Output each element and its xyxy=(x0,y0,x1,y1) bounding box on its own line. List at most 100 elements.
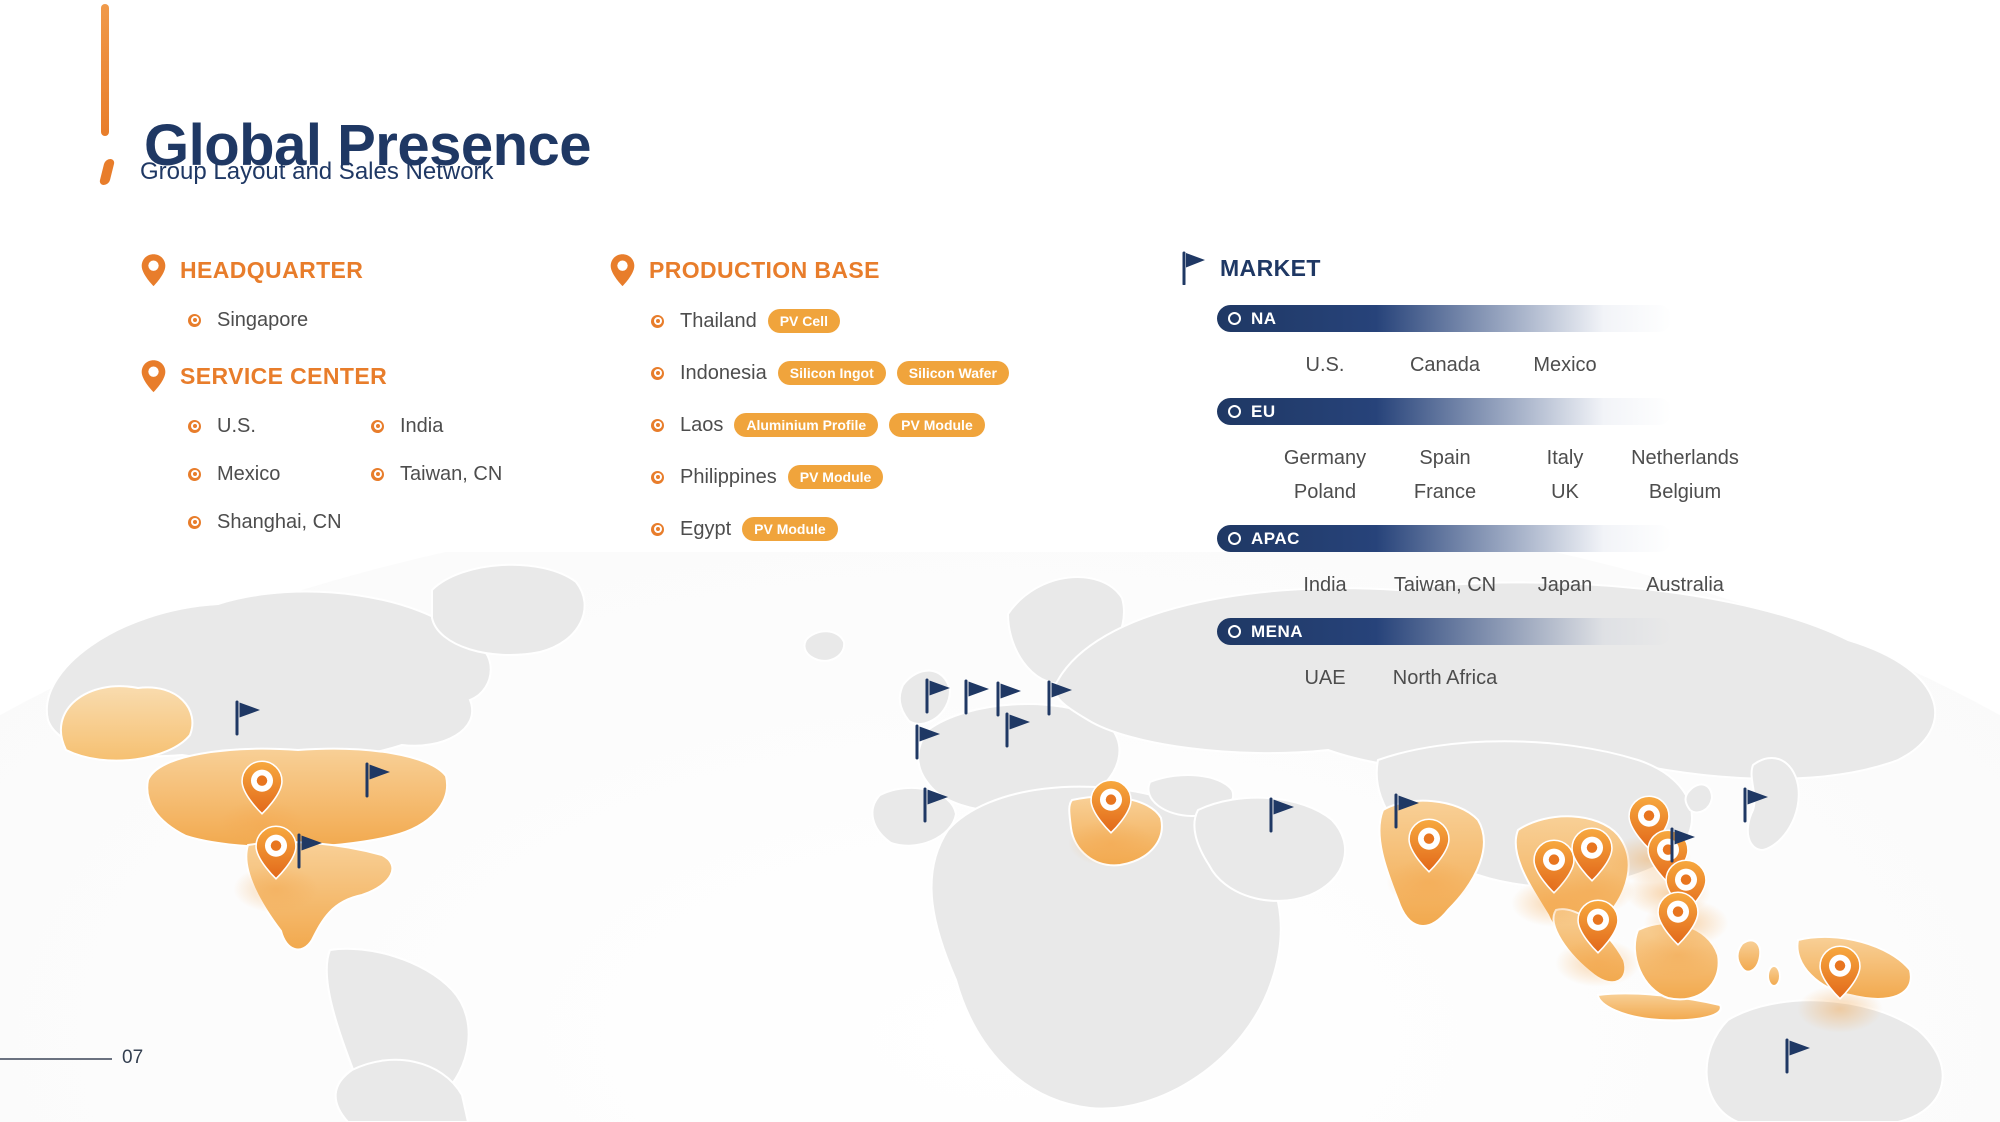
section-production-base: PRODUCTION BASE Thailand PV Cell Indones… xyxy=(609,252,1009,564)
market-region-na: NA U.S. Canada Mexico xyxy=(1181,305,1745,382)
bullet-icon xyxy=(371,419,384,433)
region-bar: EU xyxy=(1217,398,1672,425)
continent-africa xyxy=(930,785,1282,1110)
section-title: SERVICE CENTER xyxy=(180,362,388,389)
item-label: Laos xyxy=(680,413,724,436)
list-item: Indonesia Silicon Ingot Silicon Wafer xyxy=(651,356,1009,390)
page-number-rule xyxy=(0,1058,112,1060)
bullet-icon xyxy=(188,313,201,327)
subtitle-row: Group Layout and Sales Network xyxy=(98,158,494,186)
country: U.S. xyxy=(1305,353,1345,376)
region-bar: NA xyxy=(1217,305,1672,332)
island-iceland xyxy=(803,630,846,662)
market-region-eu: EU Germany Spain Italy Netherlands Polan… xyxy=(1181,398,1745,509)
region-bar: MENA xyxy=(1217,618,1672,645)
country: Spain xyxy=(1419,446,1471,469)
market-region-mena: MENA UAE North Africa xyxy=(1181,618,1745,695)
item-label: Shanghai, CN xyxy=(217,510,342,533)
product-tag: Silicon Wafer xyxy=(896,361,1009,385)
ring-dot-icon xyxy=(1228,312,1241,325)
product-tag: Silicon Ingot xyxy=(777,361,886,385)
product-tag: PV Module xyxy=(742,517,838,541)
region-countries: Poland France UK Belgium xyxy=(1217,475,1745,509)
item-label: U.S. xyxy=(217,414,256,437)
bullet-icon xyxy=(651,470,664,484)
region-label: NA xyxy=(1251,308,1277,328)
island-taiwan xyxy=(1660,838,1680,870)
section-title: HEADQUARTER xyxy=(180,256,364,283)
subtitle-accent-mark xyxy=(98,159,116,185)
item-label: Mexico xyxy=(217,462,281,485)
section-title: PRODUCTION BASE xyxy=(649,256,880,283)
section-header: HEADQUARTER xyxy=(140,252,363,288)
service-center-col1: U.S. Mexico Shanghai, CN xyxy=(188,410,387,538)
region-countries: India Taiwan, CN Japan Australia xyxy=(1217,568,1745,602)
location-pin-icon xyxy=(141,359,166,392)
country: UAE xyxy=(1304,666,1346,689)
island-java xyxy=(1596,992,1722,1022)
section-header: MARKET xyxy=(1181,250,1745,286)
list-item: Laos Aluminium Profile PV Module xyxy=(651,408,1009,442)
island-sulawesi xyxy=(1736,939,1762,973)
item-label: Philippines xyxy=(680,465,777,488)
section-service-center: SERVICE CENTER U.S. Mexico Shanghai, CN xyxy=(140,358,502,554)
island-maluku xyxy=(1767,965,1781,987)
item-label: Indonesia xyxy=(680,361,767,384)
page-number: 07 xyxy=(122,1047,144,1068)
country: Italy xyxy=(1546,446,1584,469)
region-bar: APAC xyxy=(1217,525,1672,552)
bullet-icon xyxy=(371,467,384,481)
islands-philippines xyxy=(1673,866,1698,901)
bullet-icon xyxy=(188,467,201,481)
service-center-col2: India Taiwan, CN xyxy=(371,410,502,506)
page-subtitle: Group Layout and Sales Network xyxy=(140,158,494,185)
country: Australia xyxy=(1646,573,1724,596)
section-title: MARKET xyxy=(1220,254,1321,281)
region-usa xyxy=(146,747,449,849)
list-item: India xyxy=(371,410,502,442)
list-item: Philippines PV Module xyxy=(651,460,1009,494)
list-item: Mexico xyxy=(188,458,387,490)
country: Mexico xyxy=(1533,353,1597,376)
continent-south-america xyxy=(334,1058,470,1122)
product-tag: PV Module xyxy=(889,413,985,437)
section-header: PRODUCTION BASE xyxy=(609,252,1009,288)
region-label: EU xyxy=(1251,401,1276,421)
continent-australia xyxy=(1705,999,1944,1122)
location-pin-icon xyxy=(610,253,635,286)
section-market: MARKET NA U.S. Canada Mexico EU xyxy=(1181,250,1745,711)
list-item: Egypt PV Module xyxy=(651,512,1009,546)
country: France xyxy=(1413,480,1477,503)
country: Belgium xyxy=(1648,480,1722,503)
region-countries: U.S. Canada Mexico xyxy=(1217,348,1745,382)
bullet-icon xyxy=(651,418,664,432)
country: Canada xyxy=(1409,353,1481,376)
section-headquarter: HEADQUARTER Singapore xyxy=(140,252,363,352)
ring-dot-icon xyxy=(1228,625,1241,638)
product-tag: Aluminium Profile xyxy=(734,413,879,437)
product-tag: PV Module xyxy=(787,465,884,489)
item-label: Egypt xyxy=(680,517,732,540)
bullet-icon xyxy=(651,314,664,328)
bullet-icon xyxy=(651,366,664,380)
location-pin-icon xyxy=(141,253,166,286)
region-countries: UAE North Africa xyxy=(1217,661,1745,695)
country: North Africa xyxy=(1392,666,1498,689)
market-region-apac: APAC India Taiwan, CN Japan Australia xyxy=(1181,525,1745,602)
page-title: Global Presence xyxy=(144,112,592,178)
islands-philippines-south xyxy=(1685,901,1699,927)
country: Poland xyxy=(1293,480,1357,503)
region-label: APAC xyxy=(1251,528,1300,548)
ring-dot-icon xyxy=(1228,532,1241,545)
region-countries: Germany Spain Italy Netherlands xyxy=(1217,441,1745,475)
country: Japan xyxy=(1537,573,1593,596)
continent-greenland xyxy=(431,563,586,656)
country: Netherlands xyxy=(1631,446,1739,469)
accent-bar xyxy=(101,4,109,136)
list-item: Singapore xyxy=(188,304,363,336)
list-item: U.S. xyxy=(188,410,387,442)
bullet-icon xyxy=(188,515,201,529)
bullet-icon xyxy=(651,522,664,536)
flag-icon xyxy=(1182,251,1205,285)
